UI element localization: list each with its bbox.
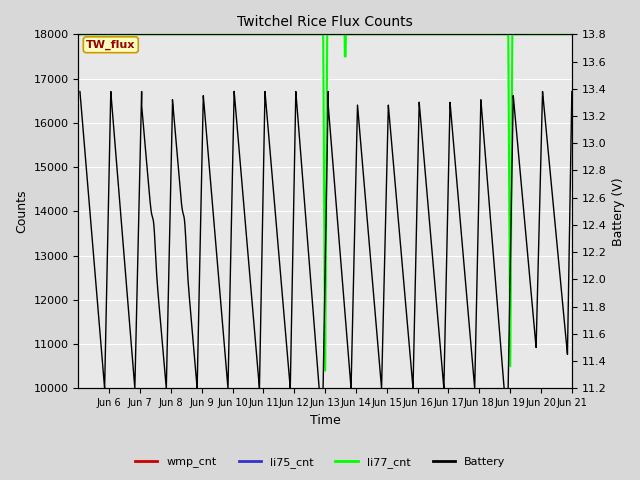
Legend: wmp_cnt, li75_cnt, li77_cnt, Battery: wmp_cnt, li75_cnt, li77_cnt, Battery (131, 452, 509, 472)
Y-axis label: Battery (V): Battery (V) (612, 177, 625, 246)
Text: TW_flux: TW_flux (86, 40, 136, 50)
Title: Twitchel Rice Flux Counts: Twitchel Rice Flux Counts (237, 15, 413, 29)
Y-axis label: Counts: Counts (15, 190, 28, 233)
X-axis label: Time: Time (310, 414, 340, 427)
